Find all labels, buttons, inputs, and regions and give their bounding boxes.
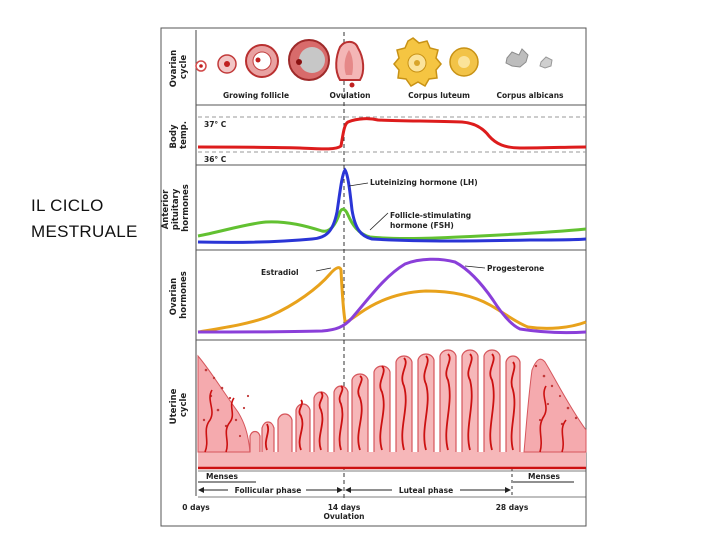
- slide-title: IL CICLO MESTRUALE: [31, 193, 151, 245]
- title-line-2: MESTRUALE: [31, 222, 138, 241]
- temp-36-label: 36° C: [204, 155, 227, 164]
- estradiol-label: Estradiol: [261, 268, 299, 277]
- follicular-phase-arrow: [198, 487, 343, 493]
- progesterone-curve: [197, 257, 587, 335]
- day-0-label: 0 days: [182, 503, 210, 512]
- estradiol-leader-line: [315, 267, 332, 272]
- progesterone-leader-line: [464, 265, 486, 269]
- shedding-tissue-right: [523, 358, 587, 453]
- corpus-luteum-small-icon: [449, 47, 479, 77]
- follicular-phase-label: Follicular phase: [235, 486, 302, 495]
- luteal-phase-arrow: [345, 487, 511, 493]
- fsh-label-line-2: hormone (FSH): [390, 221, 454, 230]
- follicle-stage-3: [245, 44, 279, 78]
- spiral-arteries: [264, 353, 516, 451]
- title-line-1: IL CICLO: [31, 196, 104, 215]
- row-label-pituitary: Anterior pituitary hormones: [161, 184, 191, 232]
- endometrium: [197, 349, 587, 470]
- menses-start-label: Menses: [206, 472, 238, 481]
- shedding-vessels-right: [539, 385, 567, 453]
- luteal-phase-label: Luteal phase: [399, 486, 453, 495]
- fsh-label-line-1: Follicle-stimulating: [390, 211, 471, 220]
- menses-end-label: Menses: [528, 472, 560, 481]
- shedding-vessels-left: [204, 389, 235, 453]
- corpus-luteum-icon: [393, 37, 442, 88]
- shedding-tissue-left: [197, 354, 251, 453]
- label-ovulation: Ovulation: [330, 91, 371, 100]
- row-label-body-temp: Body temp.: [169, 121, 189, 149]
- row-label-ovarian-hormones: Ovarian hormones: [169, 271, 189, 319]
- day-14-label: 14 days: [328, 503, 361, 512]
- ovulation-follicle: [335, 40, 365, 88]
- fsh-curve: [197, 207, 587, 241]
- menstrual-debris: [202, 364, 578, 438]
- lh-curve: [197, 167, 587, 244]
- label-corpus-albicans: Corpus albicans: [496, 91, 564, 100]
- day-14-ovulation-label: Ovulation: [324, 512, 365, 521]
- follicle-stage-1: [195, 60, 207, 72]
- lh-leader-line: [348, 182, 369, 187]
- endometrial-glands: [249, 349, 521, 452]
- day-28-label: 28 days: [496, 503, 529, 512]
- lh-label: Luteinizing hormone (LH): [370, 178, 478, 187]
- temp-37-label: 37° C: [204, 120, 227, 129]
- follicle-stage-2: [217, 54, 237, 74]
- body-temperature-curve: [197, 117, 587, 151]
- row-label-ovarian-cycle: Ovarian cycle: [169, 47, 189, 87]
- fsh-leader-line: [369, 212, 389, 231]
- follicle-stage-4: [288, 39, 330, 81]
- endometrium-base: [198, 452, 586, 468]
- progesterone-label: Progesterone: [487, 264, 544, 273]
- corpus-albicans-icon: [505, 48, 553, 69]
- label-growing-follicle: Growing follicle: [223, 91, 289, 100]
- label-corpus-luteum: Corpus luteum: [408, 91, 470, 100]
- row-label-uterine-cycle: Uterine cycle: [169, 386, 189, 425]
